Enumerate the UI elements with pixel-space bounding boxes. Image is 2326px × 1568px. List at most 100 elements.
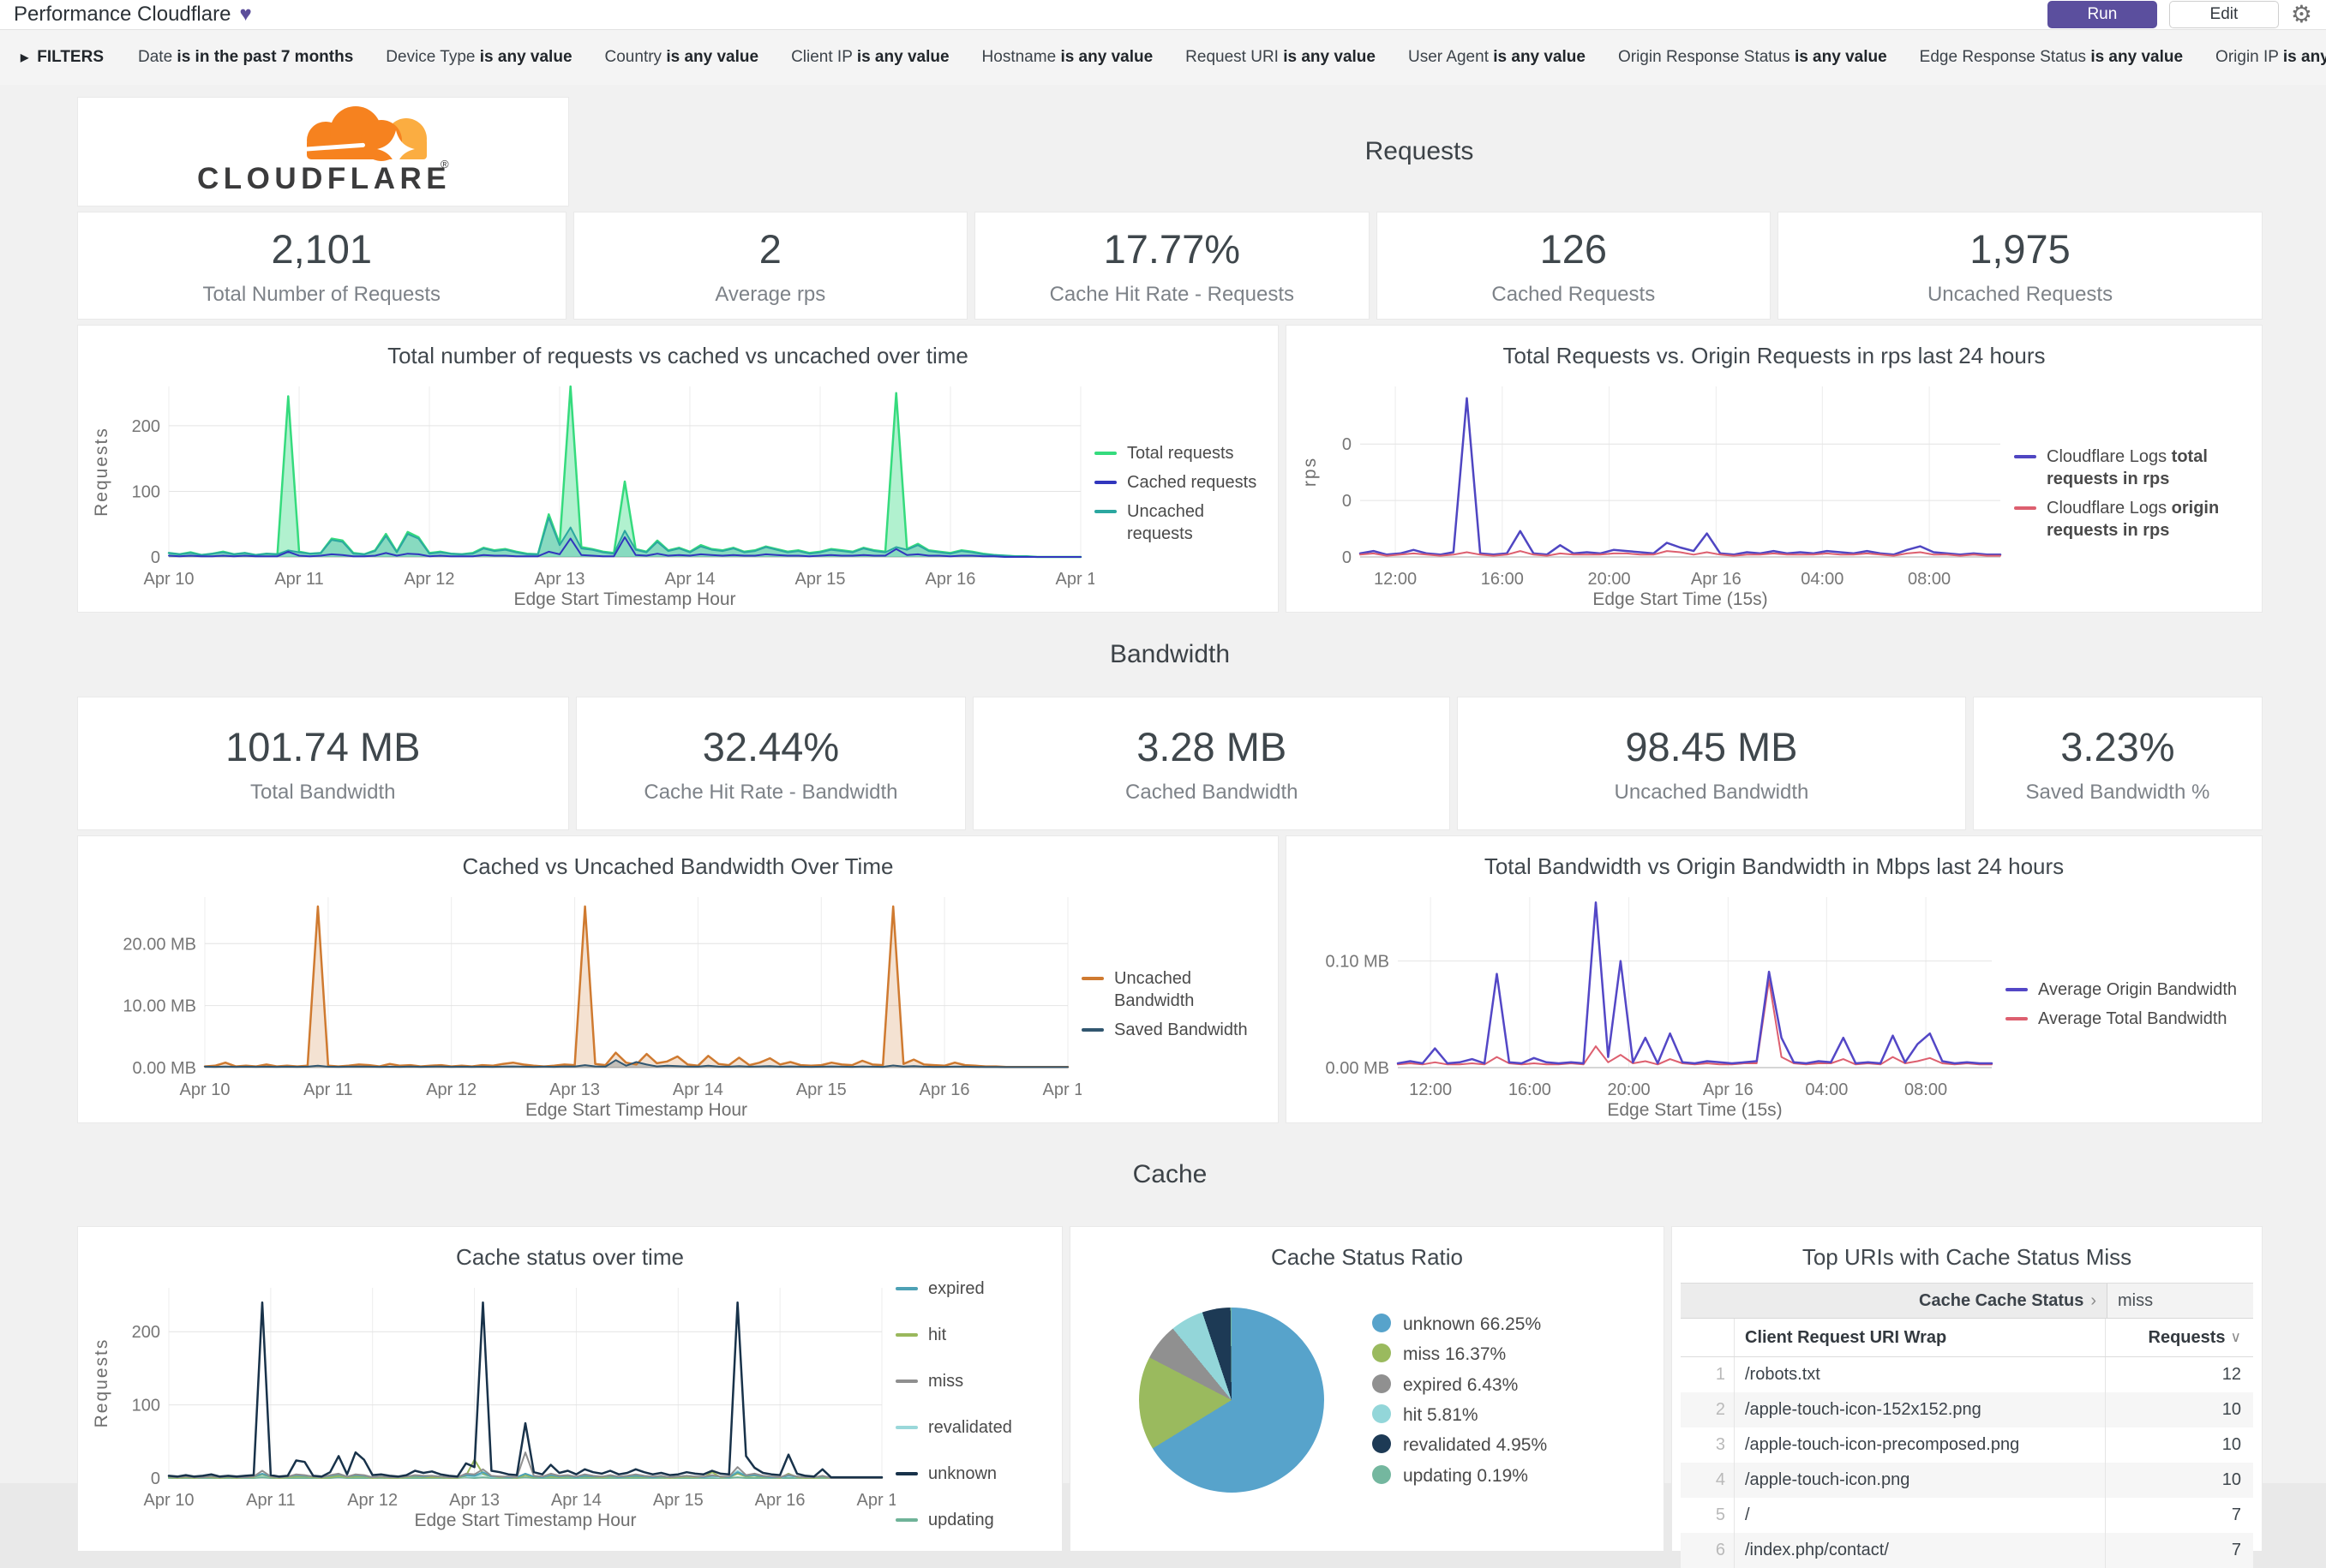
bandwidth-charts-row: Cached vs Uncached Bandwidth Over Time 0… xyxy=(77,835,2263,1123)
filter-item[interactable]: Hostname is any value xyxy=(981,48,1154,66)
mbps-last-24h-chart[interactable]: 0.00 MB 0.10 MB 12:00 16:00 20:00 Apr 16 04:00… xyxy=(1295,885,2005,1122)
kpi-value: 1,975 xyxy=(1969,225,2071,272)
rps-last-24h-card: Total Requests vs. Origin Requests in rp… xyxy=(1286,325,2263,613)
legend-item[interactable]: Cloudflare Logs total requests in rps xyxy=(2014,446,2250,490)
legend-swatch xyxy=(2014,506,2036,510)
table-row[interactable]: 3/apple-touch-icon-precomposed.png 10 xyxy=(1681,1427,2253,1463)
table-body: 1/robots.txt 12 2/apple-touch-icon-152x152… xyxy=(1681,1357,2253,1568)
legend-item[interactable]: Cached requests xyxy=(1094,471,1266,494)
legend-item[interactable]: miss xyxy=(896,1370,1050,1392)
kpi-cached-requests[interactable]: 126 Cached Requests xyxy=(1376,212,1771,320)
svg-text:16:00: 16:00 xyxy=(1481,570,1524,589)
svg-text:Apr 16: Apr 16 xyxy=(1691,570,1742,589)
filter-item[interactable]: Country is any value xyxy=(604,48,759,66)
filter-item[interactable]: Client IP is any value xyxy=(791,48,950,66)
legend-item[interactable]: Saved Bandwidth xyxy=(1082,1019,1266,1041)
cache-status-ratio-pie[interactable] xyxy=(1139,1308,1324,1493)
kpi-total-bandwidth[interactable]: 101.74 MB Total Bandwidth xyxy=(77,697,569,830)
table-row[interactable]: 2/apple-touch-icon-152x152.png 10 xyxy=(1681,1392,2253,1427)
legend-swatch xyxy=(1094,509,1117,513)
legend-item[interactable]: miss 16.37% xyxy=(1372,1343,1655,1366)
kpi-label: Cache Hit Rate - Bandwidth xyxy=(644,780,898,804)
dashboard-content: CLOUDFLARE ® Requests 2,101 Total Number… xyxy=(0,85,2326,1568)
legend-swatch xyxy=(896,1379,918,1383)
kpi-label: Uncached Bandwidth xyxy=(1614,780,1809,804)
table-row[interactable]: 1/robots.txt 12 xyxy=(1681,1357,2253,1392)
kpi-uncached-bandwidth[interactable]: 98.45 MB Uncached Bandwidth xyxy=(1457,697,1966,830)
pivot-label[interactable]: Cache Cache Status › xyxy=(1919,1290,2096,1310)
kpi-label: Saved Bandwidth % xyxy=(2025,780,2210,804)
svg-text:0.10 MB: 0.10 MB xyxy=(1326,953,1389,972)
top-bar: Performance Cloudflare ♥ Run Edit ⚙ xyxy=(0,0,2326,30)
table-row[interactable]: 5/7 xyxy=(1681,1498,2253,1533)
requests-column-header[interactable]: Requests ∨ xyxy=(2105,1319,2253,1356)
filter-item[interactable]: User Agent is any value xyxy=(1407,48,1586,66)
legend-item[interactable]: Total requests xyxy=(1094,442,1266,464)
legend-item[interactable]: Cloudflare Logs origin requests in rps xyxy=(2014,497,2250,542)
filter-item[interactable]: Device Type is any value xyxy=(386,48,573,66)
kpi-cached-bandwidth[interactable]: 3.28 MB Cached Bandwidth xyxy=(973,697,1451,830)
legend-label: updating xyxy=(928,1511,994,1529)
legend-item[interactable]: updating xyxy=(896,1509,1050,1531)
bandwidth-over-time-chart[interactable]: 0.00 MB 10.00 MB 20.00 MB Apr 10 Apr 11 Apr 1… xyxy=(87,885,1082,1122)
kpi-average-rps[interactable]: 2 Average rps xyxy=(573,212,968,320)
run-button[interactable]: Run xyxy=(2047,1,2157,28)
kpi-cache-hit-rate-bandwidth[interactable]: 32.44% Cache Hit Rate - Bandwidth xyxy=(575,697,967,830)
legend-swatch xyxy=(1372,1464,1391,1484)
legend-item[interactable]: hit xyxy=(896,1324,1050,1346)
legend-label: expired 6.43% xyxy=(1403,1374,1519,1395)
bandwidth-over-time-card: Cached vs Uncached Bandwidth Over Time 0… xyxy=(77,835,1279,1123)
filter-item[interactable]: Date is in the past 7 months xyxy=(138,48,354,66)
requests-kpi-row: 2,101 Total Number of Requests 2 Average… xyxy=(77,212,2263,320)
table-row[interactable]: 6/index.php/contact/7 xyxy=(1681,1533,2253,1568)
filter-item[interactable]: Request URI is any value xyxy=(1185,48,1376,66)
svg-text:®: ® xyxy=(441,158,449,171)
svg-text:12:00: 12:00 xyxy=(1374,570,1417,589)
legend-item[interactable]: Uncached requests xyxy=(1094,500,1266,545)
legend-swatch xyxy=(2014,454,2036,458)
legend-item[interactable]: expired 6.43% xyxy=(1372,1373,1655,1397)
legend-label: Uncached Bandwidth xyxy=(1114,968,1195,1010)
filters-toggle[interactable]: ▶ FILTERS xyxy=(21,48,104,67)
chart-title: Total Requests vs. Origin Requests in rp… xyxy=(1502,343,2046,368)
cache-status-over-time-chart[interactable]: 0 100 200 Apr 10 Apr 11 Apr 12 Apr 13 Apr 14 Apr… xyxy=(87,1276,896,1533)
section-title-bandwidth: Bandwidth xyxy=(1109,640,1231,668)
filter-item[interactable]: Origin Response Status is any value xyxy=(1617,48,1887,66)
svg-text:Apr 13: Apr 13 xyxy=(449,1491,500,1510)
svg-text:Apr 17: Apr 17 xyxy=(1056,570,1094,589)
requests-over-time-chart[interactable]: 0 100 200 Apr 10 Apr 11 Apr 12 Apr 13 Apr 14 Apr… xyxy=(87,374,1094,612)
legend-item[interactable]: expired xyxy=(896,1278,1050,1300)
edit-button[interactable]: Edit xyxy=(2168,1,2279,28)
kpi-saved-bandwidth-pct[interactable]: 3.23% Saved Bandwidth % xyxy=(1972,697,2263,830)
chevron-right-icon: › xyxy=(2090,1290,2096,1310)
svg-text:20:00: 20:00 xyxy=(1608,1080,1651,1099)
legend-item[interactable]: unknown 66.25% xyxy=(1372,1313,1655,1336)
mbps-last-24h-legend: Average Origin Bandwidth Average Total Ba… xyxy=(2005,885,2253,1122)
rps-last-24h-chart[interactable]: 0 0 0 12:00 16:00 20:00 Apr 16 04:00 08:00 rps Edg… xyxy=(1295,374,2014,612)
gear-icon[interactable]: ⚙ xyxy=(2290,1,2312,27)
uri-column-header[interactable]: Client Request URI Wrap xyxy=(1745,1327,1947,1347)
svg-text:Apr 15: Apr 15 xyxy=(795,570,846,589)
bandwidth-over-time-legend: Uncached Bandwidth Saved Bandwidth xyxy=(1082,885,1269,1122)
kpi-value: 2 xyxy=(758,225,782,272)
kpi-total-requests[interactable]: 2,101 Total Number of Requests xyxy=(77,212,567,320)
legend-item[interactable]: hit 5.81% xyxy=(1372,1403,1655,1427)
legend-item[interactable]: revalidated xyxy=(896,1416,1050,1439)
filter-item[interactable]: Edge Response Status is any value xyxy=(1919,48,2184,66)
svg-text:08:00: 08:00 xyxy=(1908,570,1951,589)
cache-status-over-time-legend: expired hit miss revalidated unknown updating xyxy=(896,1276,1053,1533)
kpi-uncached-requests[interactable]: 1,975 Uncached Requests xyxy=(1777,212,2263,320)
legend-item[interactable]: Uncached Bandwidth xyxy=(1082,967,1266,1012)
legend-item[interactable]: Average Total Bandwidth xyxy=(2005,1008,2250,1030)
legend-item[interactable]: updating 0.19% xyxy=(1372,1464,1655,1487)
filters-expand-icon: ▶ xyxy=(21,51,29,63)
kpi-label: Total Bandwidth xyxy=(250,780,396,804)
table-row[interactable]: 4/apple-touch-icon.png 10 xyxy=(1681,1463,2253,1498)
filter-item[interactable]: Origin IP is any value xyxy=(2215,48,2326,66)
legend-item[interactable]: revalidated 4.95% xyxy=(1372,1433,1655,1457)
legend-item[interactable]: unknown xyxy=(896,1463,1050,1485)
legend-item[interactable]: Average Origin Bandwidth xyxy=(2005,979,2250,1001)
legend-label: Cloudflare Logs origin requests in rps xyxy=(2047,498,2220,540)
legend-label: Average Total Bandwidth xyxy=(2038,1008,2227,1028)
kpi-cache-hit-rate-requests[interactable]: 17.77% Cache Hit Rate - Requests xyxy=(974,212,1370,320)
